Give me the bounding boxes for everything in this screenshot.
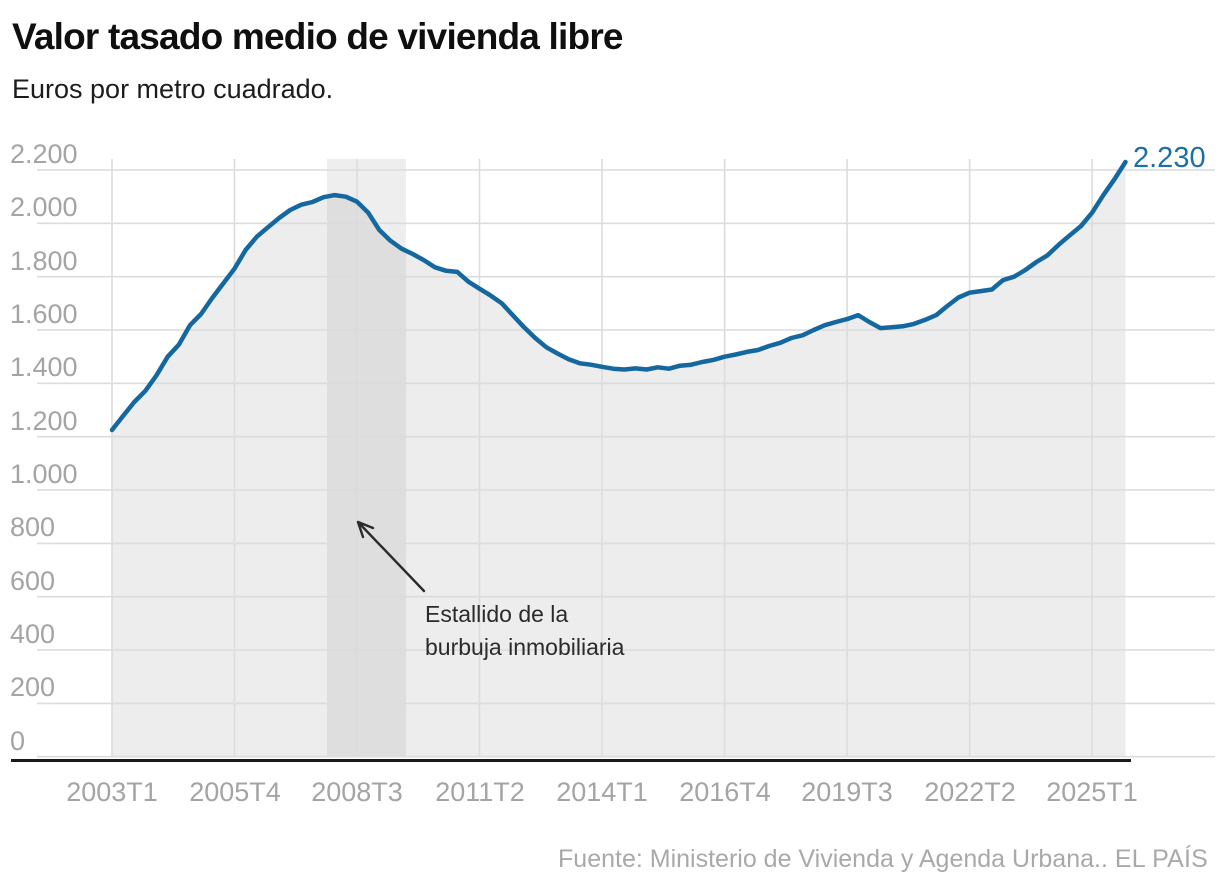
y-axis-tick-label: 600 [10,566,56,596]
x-axis-tick-label: 2005T4 [189,777,281,807]
last-value-label: 2.230 [1133,142,1206,174]
footer: Fuente: Ministerio de Vivienda y Agenda … [558,845,1208,874]
annotation-line-2: burbuja inmobiliaria [425,634,625,660]
y-axis-tick-label: 1.600 [10,299,78,329]
y-axis-tick-label: 800 [10,512,56,542]
price-line [109,159,1128,433]
el-pais-logo: EL PAÍS [1114,845,1208,873]
y-axis-tick-label: 1.200 [10,406,78,436]
footer-source: Fuente: Ministerio de Vivienda y Agenda … [558,845,1108,873]
chart-title: Valor tasado medio de vivienda libre [12,16,624,57]
y-axis-tick-label: 2.000 [10,192,78,222]
area-fill [112,162,1126,757]
y-axis-tick-label: 1.000 [10,459,78,489]
x-axis-tick-label: 2008T3 [311,777,403,807]
y-axis-tick-label: 2.200 [10,139,78,169]
x-axis-tick-label: 2019T3 [801,777,893,807]
chart-subtitle: Euros por metro cuadrado. [12,74,334,104]
x-axis-tick-label: 2025T1 [1046,777,1138,807]
y-axis-tick-label: 0 [10,726,26,756]
recession-band [327,159,407,757]
annotation-line-1: Estallido de la [425,601,569,627]
x-axis-tick-label: 2003T1 [66,777,158,807]
y-axis-tick-label: 200 [10,672,56,702]
annotation-arrow [356,520,426,593]
y-axis-tick-label: 1.800 [10,246,78,276]
x-axis-tick-label: 2022T2 [924,777,1016,807]
y-axis-tick-label: 1.400 [10,352,78,382]
annotation-label: Estallido de la burbuja inmobiliaria [425,598,624,664]
x-axis-tick-label: 2014T1 [556,777,648,807]
x-axis-tick-label: 2011T2 [435,777,525,807]
x-axis-tick-label: 2016T4 [679,777,771,807]
y-axis-tick-label: 400 [10,619,56,649]
